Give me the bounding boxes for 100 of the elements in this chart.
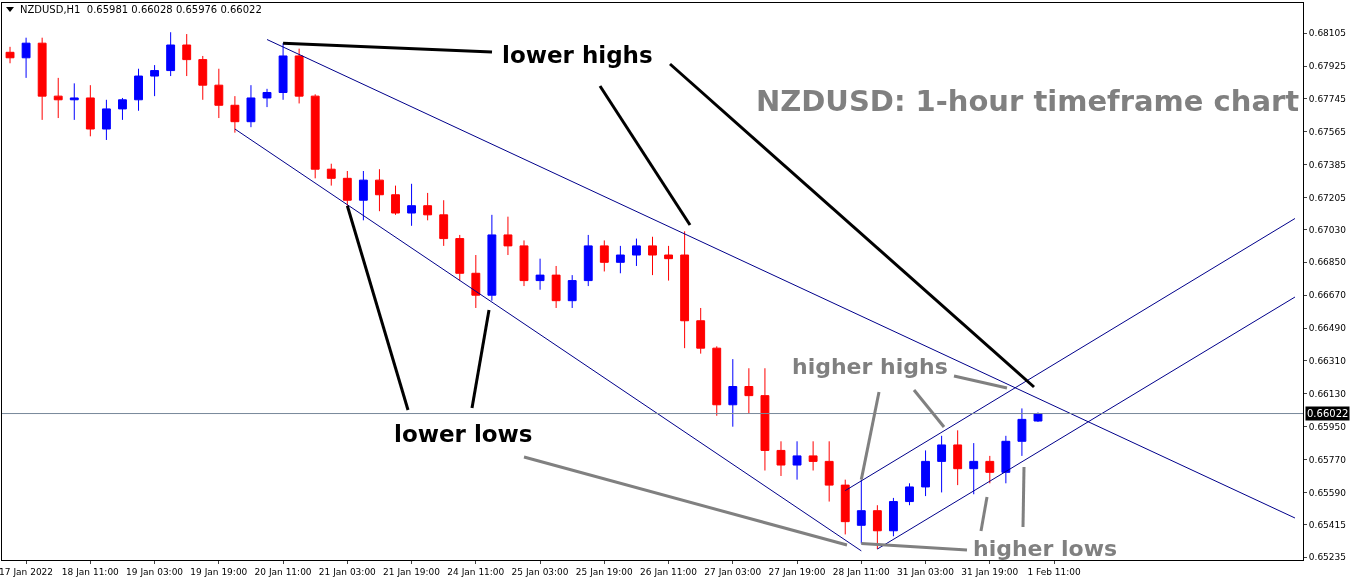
- candlestick: [776, 440, 786, 477]
- x-tick-label: 25 Jan 19:00: [575, 566, 634, 577]
- candlestick: [551, 265, 561, 309]
- candlestick: [937, 435, 947, 493]
- candlestick: [728, 358, 738, 428]
- x-tick-label: 25 Jan 03:00: [511, 566, 569, 577]
- annotation: lower lows: [394, 421, 533, 447]
- candlestick: [953, 429, 963, 486]
- annotation: higher highs: [792, 354, 948, 379]
- candlestick: [439, 199, 449, 247]
- candlestick: [150, 64, 160, 97]
- candlestick: [182, 33, 192, 77]
- candlestick: [664, 245, 673, 282]
- y-tick-label: 0.66310: [1308, 356, 1347, 367]
- candlestick: [166, 31, 176, 77]
- candlestick: [824, 440, 834, 503]
- candlestick: [214, 68, 224, 119]
- candlestick: [278, 42, 288, 101]
- x-tick-label: 18 Jan 11:00: [61, 566, 120, 577]
- candlestick: [5, 46, 15, 64]
- candlestick: [262, 88, 272, 108]
- candlestick: [423, 192, 433, 221]
- candlestick: [632, 238, 641, 267]
- candlestick: [712, 345, 722, 417]
- x-tick-label: 17 Jan 2022: [0, 566, 54, 577]
- y-tick-label: 0.65770: [1308, 454, 1347, 465]
- candlestick: [342, 170, 352, 207]
- x-tick-label: 24 Jan 11:00: [447, 566, 505, 577]
- y-tick-label: 0.66670: [1308, 290, 1347, 301]
- candlestick: [198, 55, 208, 101]
- candlestick: [118, 97, 127, 121]
- y-tick-label: 0.67565: [1308, 126, 1347, 137]
- y-tick-label: 0.65950: [1308, 421, 1347, 432]
- candlestick: [37, 37, 47, 121]
- chart-title: NZDUSD,H1 0.65981 0.66028 0.65976 0.66022: [20, 4, 262, 15]
- y-tick-label: 0.65415: [1308, 519, 1347, 530]
- candlestick: [760, 367, 770, 472]
- candlestick: [888, 497, 898, 537]
- candlestick: [230, 95, 240, 134]
- annotation: NZDUSD: 1-hour timeframe chart: [756, 84, 1300, 118]
- x-tick-label: 27 Jan 03:00: [704, 566, 762, 577]
- candlestick: [407, 183, 417, 227]
- candlestick: [375, 168, 384, 212]
- candlestick: [21, 37, 31, 79]
- y-tick-label: 0.66490: [1308, 323, 1347, 334]
- candlestick: [985, 455, 995, 484]
- candlestick: [872, 504, 882, 550]
- annotation: higher lows: [973, 536, 1118, 561]
- candlestick: [840, 479, 850, 535]
- y-tick-label: 0.66850: [1308, 257, 1347, 268]
- x-tick-label: 21 Jan 19:00: [383, 566, 441, 577]
- y-tick-label: 0.68105: [1308, 28, 1347, 39]
- x-tick-label: 1 Feb 11:00: [1027, 566, 1081, 577]
- candlestick: [535, 258, 545, 291]
- y-tick-label: 0.67030: [1308, 224, 1347, 235]
- candlestick: [310, 93, 320, 179]
- candlestick: [503, 216, 513, 256]
- candlestick: [294, 48, 304, 104]
- ref-line-label: 0.66022: [1307, 408, 1349, 419]
- x-tick-label: 31 Jan 19:00: [961, 566, 1019, 577]
- candlestick: [583, 234, 593, 287]
- candlestick: [1017, 407, 1027, 457]
- x-tick-label: 19 Jan 19:00: [190, 566, 248, 577]
- candlestick: [326, 163, 336, 187]
- candlestick: [53, 77, 63, 119]
- y-tick-label: 0.66130: [1308, 388, 1347, 399]
- candlestick: [921, 449, 930, 497]
- y-tick-label: 0.67385: [1308, 159, 1347, 170]
- candlestick: [648, 236, 657, 276]
- candlestick: [808, 440, 818, 472]
- candlestick: [101, 99, 111, 141]
- candlestick: [615, 245, 625, 274]
- candlestick: [905, 482, 914, 506]
- candlestick: [519, 239, 529, 287]
- y-tick-label: 0.65590: [1308, 487, 1347, 498]
- candlestick: [1001, 435, 1011, 484]
- y-tick-label: 0.65235: [1308, 552, 1347, 563]
- annotation: lower highs: [502, 42, 653, 68]
- x-tick-label: 31 Jan 03:00: [897, 566, 955, 577]
- candlestick: [680, 230, 690, 349]
- x-tick-label: 21 Jan 03:00: [318, 566, 377, 577]
- candlestick: [85, 84, 95, 137]
- candlestick: [599, 239, 609, 272]
- candlestick: [246, 84, 256, 128]
- x-tick-label: 28 Jan 11:00: [832, 566, 891, 577]
- candlestick: [856, 479, 866, 545]
- x-tick-label: 20 Jan 11:00: [254, 566, 312, 577]
- candlestick: [391, 185, 400, 216]
- candlestick: [969, 442, 979, 495]
- candlestick: [471, 254, 481, 309]
- candlestick: [134, 68, 143, 112]
- candlestick: [487, 214, 497, 302]
- x-tick-label: 27 Jan 19:00: [768, 566, 826, 577]
- y-tick-label: 0.67925: [1308, 61, 1347, 72]
- y-tick-label: 0.67745: [1308, 94, 1347, 105]
- candlestick: [358, 170, 368, 221]
- candlestick: [567, 274, 577, 309]
- x-tick-label: 26 Jan 11:00: [640, 566, 698, 577]
- y-tick-label: 0.67205: [1308, 192, 1347, 203]
- candlestick: [455, 234, 465, 282]
